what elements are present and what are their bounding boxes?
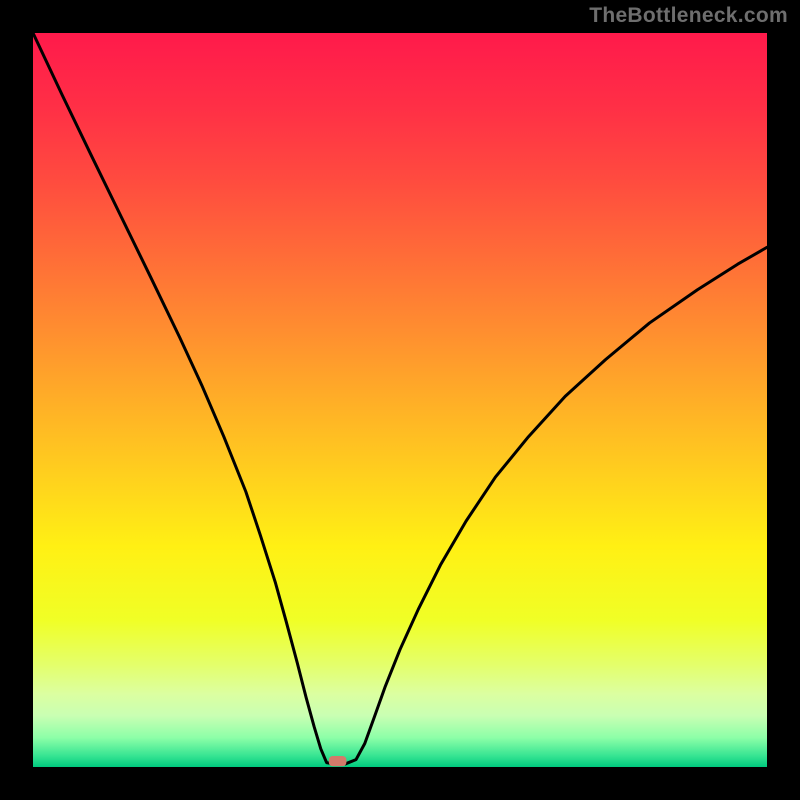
chart-background [33,33,767,767]
watermark-label: TheBottleneck.com [589,4,788,28]
chart-svg [33,33,767,767]
plot-area [33,33,767,767]
chart-frame: TheBottleneck.com [0,0,800,800]
optimum-marker [329,756,347,766]
